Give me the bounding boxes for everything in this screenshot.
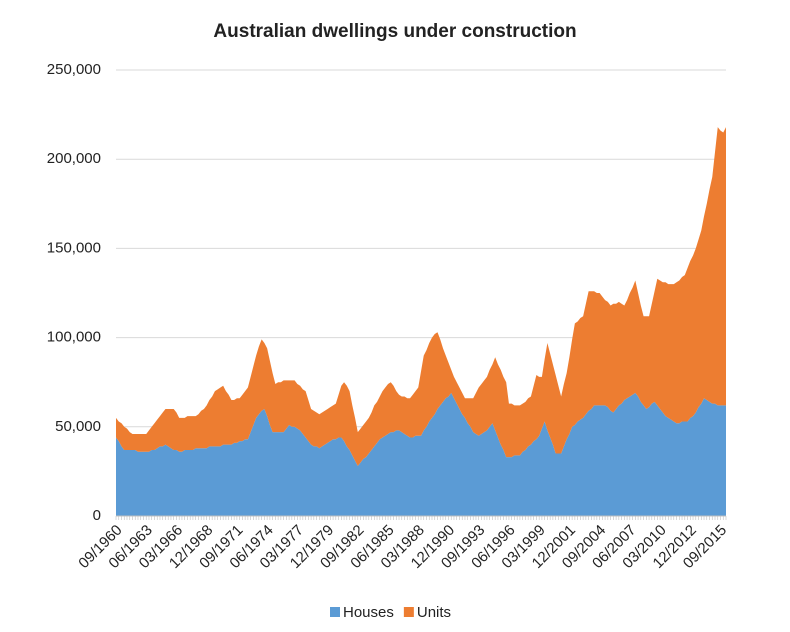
y-tick-label: 50,000	[55, 418, 101, 435]
y-tick-label: 250,000	[47, 61, 101, 78]
chart-title: Australian dwellings under construction	[213, 21, 576, 42]
y-tick-label: 100,000	[47, 329, 101, 346]
y-tick-label: 150,000	[47, 239, 101, 256]
area	[116, 392, 726, 516]
y-tick-label: 200,000	[47, 150, 101, 167]
legend-label: Houses	[343, 604, 394, 621]
y-tick-label: 0	[93, 507, 101, 524]
legend-label: Units	[417, 604, 451, 621]
legend-swatch	[330, 607, 340, 617]
area	[116, 127, 726, 467]
legend-swatch	[403, 607, 414, 617]
